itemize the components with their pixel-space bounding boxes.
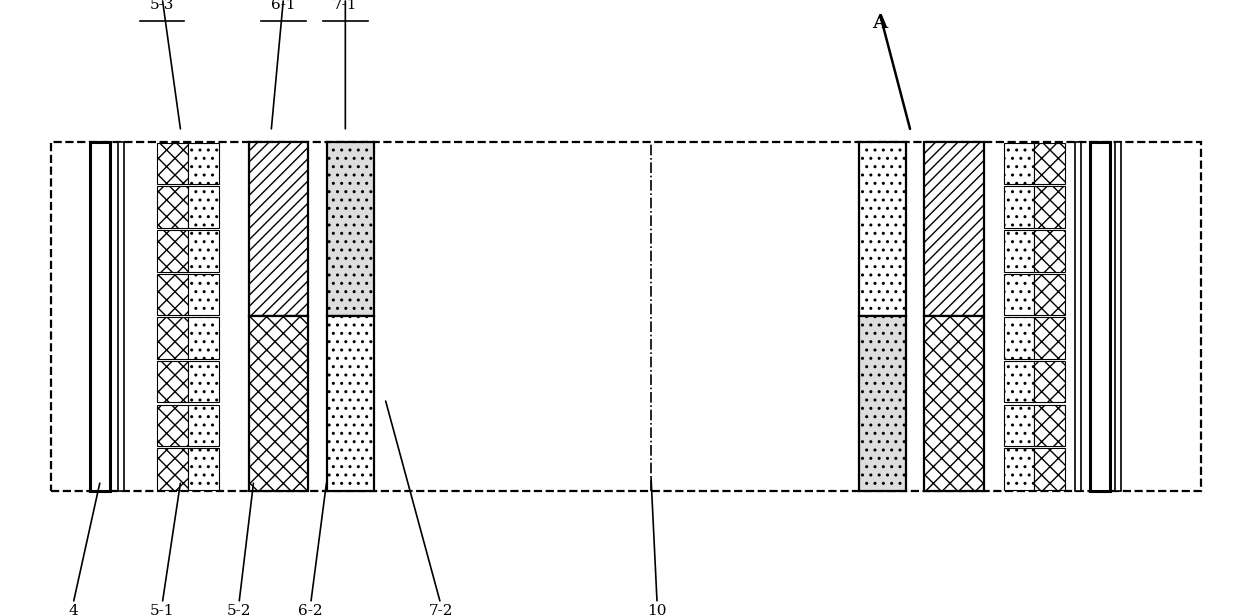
Bar [1034, 143, 1065, 184]
Bar [1003, 448, 1034, 490]
Bar [1034, 361, 1065, 402]
Bar [157, 361, 188, 402]
Bar [91, 142, 110, 491]
Bar [249, 142, 309, 316]
Text: 5-3: 5-3 [150, 0, 175, 12]
Bar [157, 448, 188, 490]
Text: 7-2: 7-2 [428, 603, 453, 615]
Bar [859, 316, 905, 491]
Text: 4: 4 [68, 603, 78, 615]
Bar [1003, 186, 1034, 228]
Bar [327, 316, 373, 491]
Bar [327, 142, 373, 316]
Bar [249, 316, 309, 491]
Text: 7-1: 7-1 [334, 0, 357, 12]
Bar [188, 448, 219, 490]
Bar [1003, 230, 1034, 272]
Bar [924, 316, 983, 491]
Bar [1034, 405, 1065, 446]
Bar [157, 230, 188, 272]
Bar [157, 405, 188, 446]
Text: A: A [872, 14, 888, 31]
Bar [1003, 361, 1034, 402]
Bar [1034, 186, 1065, 228]
Bar [188, 230, 219, 272]
Bar [51, 142, 1202, 491]
Bar [1003, 274, 1034, 315]
Bar [188, 143, 219, 184]
Bar [188, 405, 219, 446]
Bar [1115, 142, 1121, 491]
Bar [1003, 405, 1034, 446]
Bar [188, 274, 219, 315]
Bar [118, 142, 124, 491]
Bar [157, 143, 188, 184]
Bar [1034, 230, 1065, 272]
Bar [1034, 274, 1065, 315]
Bar [1075, 142, 1081, 491]
Bar [1034, 317, 1065, 359]
Bar [859, 142, 905, 316]
Bar [924, 142, 983, 316]
Text: 6-1: 6-1 [272, 0, 296, 12]
Bar [1003, 143, 1034, 184]
Bar [188, 186, 219, 228]
Bar [157, 186, 188, 228]
Text: 5-1: 5-1 [150, 603, 175, 615]
Text: 10: 10 [647, 603, 667, 615]
Text: 6-2: 6-2 [299, 603, 322, 615]
Bar [188, 317, 219, 359]
Bar [1090, 142, 1110, 491]
Bar [1003, 317, 1034, 359]
Bar [157, 317, 188, 359]
Bar [1034, 448, 1065, 490]
Text: 5-2: 5-2 [227, 603, 252, 615]
Bar [157, 274, 188, 315]
Bar [188, 361, 219, 402]
